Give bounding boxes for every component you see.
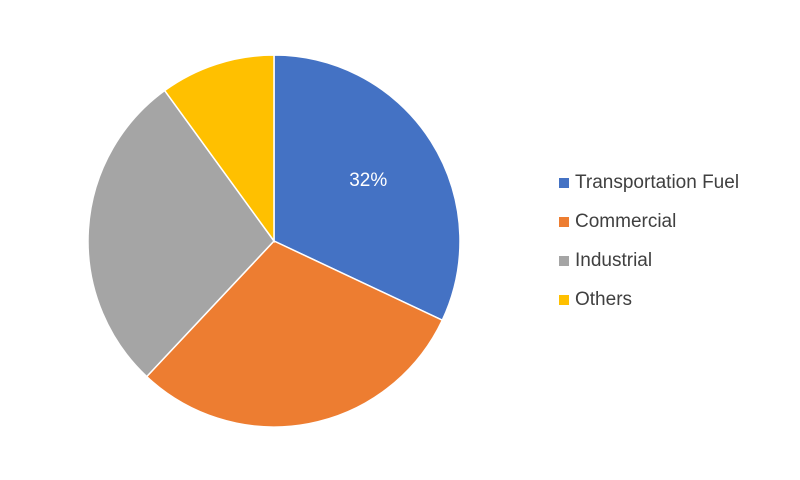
legend-swatch bbox=[559, 178, 569, 188]
legend-swatch bbox=[559, 217, 569, 227]
pie-slice bbox=[273, 54, 461, 322]
legend-label: Commercial bbox=[575, 211, 676, 232]
legend-swatch bbox=[559, 256, 569, 266]
legend-label: Transportation Fuel bbox=[575, 172, 739, 193]
legend-label: Others bbox=[575, 289, 632, 310]
legend-label: Industrial bbox=[575, 250, 652, 271]
pie-slice bbox=[163, 54, 275, 244]
legend-swatch bbox=[559, 295, 569, 305]
pie-slice bbox=[87, 89, 275, 378]
pie-slice bbox=[145, 240, 444, 428]
data-label: 32% bbox=[349, 170, 387, 191]
